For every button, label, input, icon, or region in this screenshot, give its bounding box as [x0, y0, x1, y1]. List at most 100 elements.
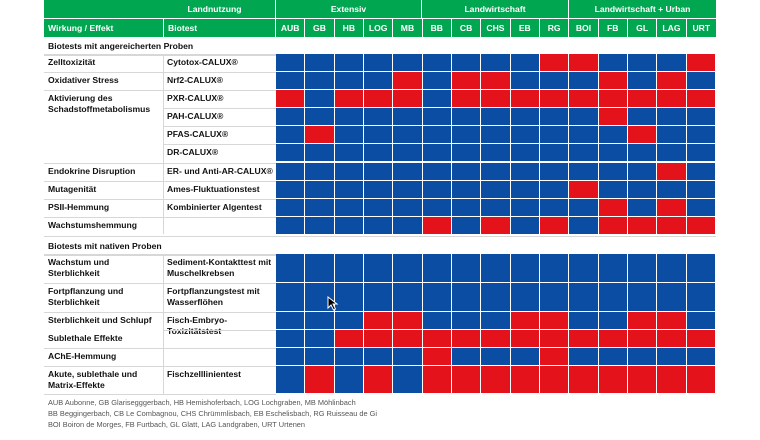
cell-enriched-5-boi — [569, 144, 599, 162]
cell-enriched-9-fb — [598, 217, 628, 235]
cell-enriched-8-mb — [393, 199, 423, 217]
cell-native-3-fb — [598, 330, 628, 348]
cell-enriched-8-chs — [481, 199, 511, 217]
section-native: Biotests mit nativen Proben — [44, 236, 716, 256]
row-separator — [44, 348, 276, 349]
header-site-hb: HB — [334, 19, 364, 37]
cell-enriched-0-log — [363, 54, 394, 72]
cell-enriched-3-gb — [305, 108, 335, 126]
header-site-boi: BOI — [569, 19, 599, 37]
legend-line-landwirtschaft: BB Beggingerbach, CB Le Combagnou, CHS C… — [48, 409, 378, 418]
test-fischzelllinie: Fischzelllinientest — [167, 369, 242, 379]
cell-enriched-6-rg — [539, 163, 570, 181]
cell-native-4-lag — [657, 348, 687, 366]
cell-enriched-9-gl — [627, 217, 658, 235]
cell-native-4-gb — [305, 348, 335, 366]
cell-enriched-1-hb — [334, 72, 364, 90]
cell-native-4-gl — [627, 348, 658, 366]
cell-enriched-3-rg — [539, 108, 570, 126]
cell-native-4-aub — [276, 348, 306, 366]
cell-native-0-chs — [481, 254, 511, 283]
cell-enriched-6-aub — [276, 163, 306, 181]
cell-enriched-6-chs — [481, 163, 511, 181]
header-site-lag: LAG — [657, 19, 687, 37]
cell-enriched-3-gl — [627, 108, 658, 126]
cell-enriched-9-eb — [510, 217, 540, 235]
cell-enriched-8-gl — [627, 199, 658, 217]
cell-enriched-5-log — [363, 144, 394, 162]
cell-native-3-bb — [422, 330, 452, 348]
cell-enriched-0-urt — [686, 54, 716, 72]
cell-enriched-1-cb — [451, 72, 482, 90]
effect-psii: PSII-Hemmung — [48, 202, 110, 212]
header-site-log: LOG — [363, 19, 394, 37]
cell-native-1-aub — [276, 283, 306, 312]
cell-native-1-fb — [598, 283, 628, 312]
header-site-urt: URT — [686, 19, 716, 37]
test-sediment: Sediment-Kontakttest mit Muschelkrebsen — [167, 257, 272, 278]
cell-enriched-3-fb — [598, 108, 628, 126]
cell-native-0-gl — [627, 254, 658, 283]
cell-enriched-9-mb — [393, 217, 423, 235]
cell-enriched-8-lag — [657, 199, 687, 217]
row-separator — [44, 163, 276, 164]
cell-enriched-1-chs — [481, 72, 511, 90]
cell-enriched-9-boi — [569, 217, 599, 235]
cell-enriched-2-fb — [598, 90, 628, 108]
cell-native-3-rg — [539, 330, 570, 348]
cell-native-0-urt — [686, 254, 716, 283]
cell-enriched-5-cb — [451, 144, 482, 162]
cell-native-1-rg — [539, 283, 570, 312]
cell-native-5-mb — [393, 366, 423, 394]
cell-native-4-log — [363, 348, 394, 366]
header-site-fb: FB — [598, 19, 628, 37]
cell-native-0-lag — [657, 254, 687, 283]
test-cytotox: Cytotox-CALUX® — [167, 57, 238, 67]
cell-enriched-0-gb — [305, 54, 335, 72]
cell-enriched-2-mb — [393, 90, 423, 108]
cell-enriched-4-fb — [598, 126, 628, 144]
cell-enriched-0-boi — [569, 54, 599, 72]
cell-enriched-6-eb — [510, 163, 540, 181]
header-site-aub: AUB — [276, 19, 306, 37]
cell-native-3-gl — [627, 330, 658, 348]
cell-native-5-hb — [334, 366, 364, 394]
cell-enriched-7-gb — [305, 181, 335, 199]
row-separator-biotest — [163, 330, 276, 331]
cell-enriched-1-aub — [276, 72, 306, 90]
cell-native-5-urt — [686, 366, 716, 394]
cell-enriched-7-urt — [686, 181, 716, 199]
cell-native-4-eb — [510, 348, 540, 366]
cell-native-3-lag — [657, 330, 687, 348]
cell-enriched-6-hb — [334, 163, 364, 181]
cell-enriched-2-hb — [334, 90, 364, 108]
cell-enriched-8-bb — [422, 199, 452, 217]
cell-native-3-chs — [481, 330, 511, 348]
cell-enriched-4-eb — [510, 126, 540, 144]
mouse-pointer-icon — [327, 296, 339, 311]
row-separator-biotest — [163, 108, 276, 109]
cell-enriched-3-chs — [481, 108, 511, 126]
cell-native-3-gb — [305, 330, 335, 348]
cell-native-2-cb — [451, 312, 482, 330]
cell-enriched-2-lag — [657, 90, 687, 108]
cell-enriched-7-rg — [539, 181, 570, 199]
cell-enriched-7-aub — [276, 181, 306, 199]
header-group-landwirtschaft-urban: Landwirtschaft + Urban — [569, 0, 716, 18]
header-row-columns: Wirkung / Effekt Biotest AUB GB HB LOG MB BB C… — [44, 19, 716, 37]
cell-native-1-chs — [481, 283, 511, 312]
cell-enriched-1-gl — [627, 72, 658, 90]
cell-native-2-hb — [334, 312, 364, 330]
cell-enriched-0-gl — [627, 54, 658, 72]
cell-enriched-2-cb — [451, 90, 482, 108]
cell-native-1-log — [363, 283, 394, 312]
cell-native-1-hb — [334, 283, 364, 312]
cell-enriched-3-boi — [569, 108, 599, 126]
cell-enriched-2-chs — [481, 90, 511, 108]
header-effect: Wirkung / Effekt — [44, 19, 164, 37]
cell-enriched-7-cb — [451, 181, 482, 199]
test-ames: Ames-Fluktuationstest — [167, 184, 260, 194]
cell-enriched-1-bb — [422, 72, 452, 90]
legend: AUB Aubonne, GB Glarisegggerbach, HB Hem… — [48, 397, 377, 430]
cell-enriched-1-gb — [305, 72, 335, 90]
